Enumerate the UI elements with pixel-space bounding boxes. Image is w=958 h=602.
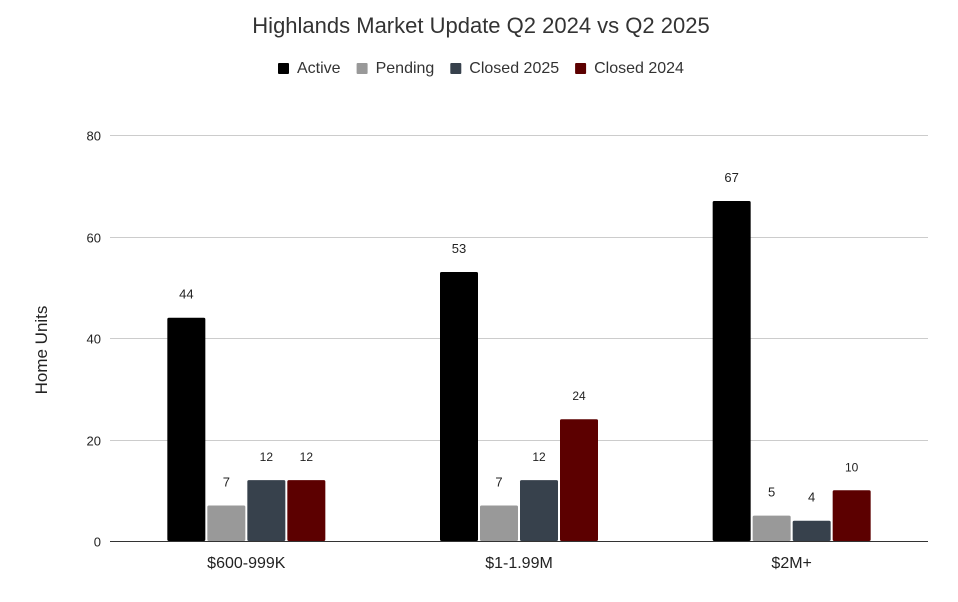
bar-closed-2024	[287, 480, 326, 541]
bar-active	[440, 272, 478, 541]
legend-swatch	[450, 63, 462, 74]
bar-pending	[480, 505, 518, 541]
x-tick-label: $1-1.99M	[485, 555, 553, 572]
legend-swatch	[278, 63, 289, 74]
data-label: 12	[532, 450, 546, 464]
bars	[167, 200, 871, 541]
y-tick-label: 20	[87, 434, 101, 449]
y-tick-label: 80	[87, 129, 101, 144]
data-label: 10	[845, 460, 859, 474]
x-tick-label: $2M+	[771, 555, 811, 572]
data-label: 12	[300, 450, 314, 464]
data-labels: 44 7 12 12 53 7 12 24 67 5 4 10	[179, 170, 859, 505]
legend-item[interactable]: Closed 2024	[575, 60, 684, 77]
bar-pending	[207, 505, 246, 541]
bar-closed-2025	[247, 480, 286, 541]
bar-pending	[752, 515, 791, 541]
legend: Active Pending Closed 2025 Closed 2024	[278, 60, 684, 77]
y-axis-ticks: 0 20 40 60 80	[87, 129, 101, 550]
legend-label: Active	[297, 60, 341, 77]
data-label: 44	[179, 287, 193, 302]
data-label: 12	[260, 450, 274, 464]
bar-closed-2025	[792, 520, 831, 541]
legend-label: Closed 2025	[469, 60, 559, 77]
y-tick-label: 40	[87, 332, 101, 347]
data-label: 7	[495, 474, 502, 489]
bar-closed-2024	[560, 419, 598, 541]
y-tick-label: 0	[94, 535, 101, 550]
y-axis-title: Home Units	[32, 306, 51, 395]
bar-closed-2025	[520, 480, 558, 541]
bar-active	[712, 200, 751, 541]
legend-swatch	[356, 63, 368, 74]
data-label: 53	[452, 241, 466, 256]
legend-item[interactable]: Closed 2025	[450, 60, 559, 77]
data-label: 7	[223, 474, 230, 489]
bar-closed-2024	[832, 490, 871, 541]
data-label: 24	[572, 389, 586, 403]
legend-label: Pending	[376, 60, 435, 77]
data-label: 5	[768, 485, 775, 500]
x-axis-ticks: $600-999K $1-1.99M $2M+	[207, 555, 812, 572]
bar-active	[167, 317, 206, 541]
gridlines	[110, 135, 928, 441]
y-tick-label: 60	[87, 231, 101, 246]
data-label: 67	[724, 170, 738, 185]
legend-item[interactable]: Active	[278, 60, 341, 77]
legend-label: Closed 2024	[594, 60, 684, 77]
chart-title: Highlands Market Update Q2 2024 vs Q2 20…	[252, 13, 709, 38]
x-tick-label: $600-999K	[207, 555, 286, 572]
data-label: 4	[808, 490, 815, 505]
legend-item[interactable]: Pending	[356, 60, 435, 77]
legend-swatch	[575, 63, 587, 74]
